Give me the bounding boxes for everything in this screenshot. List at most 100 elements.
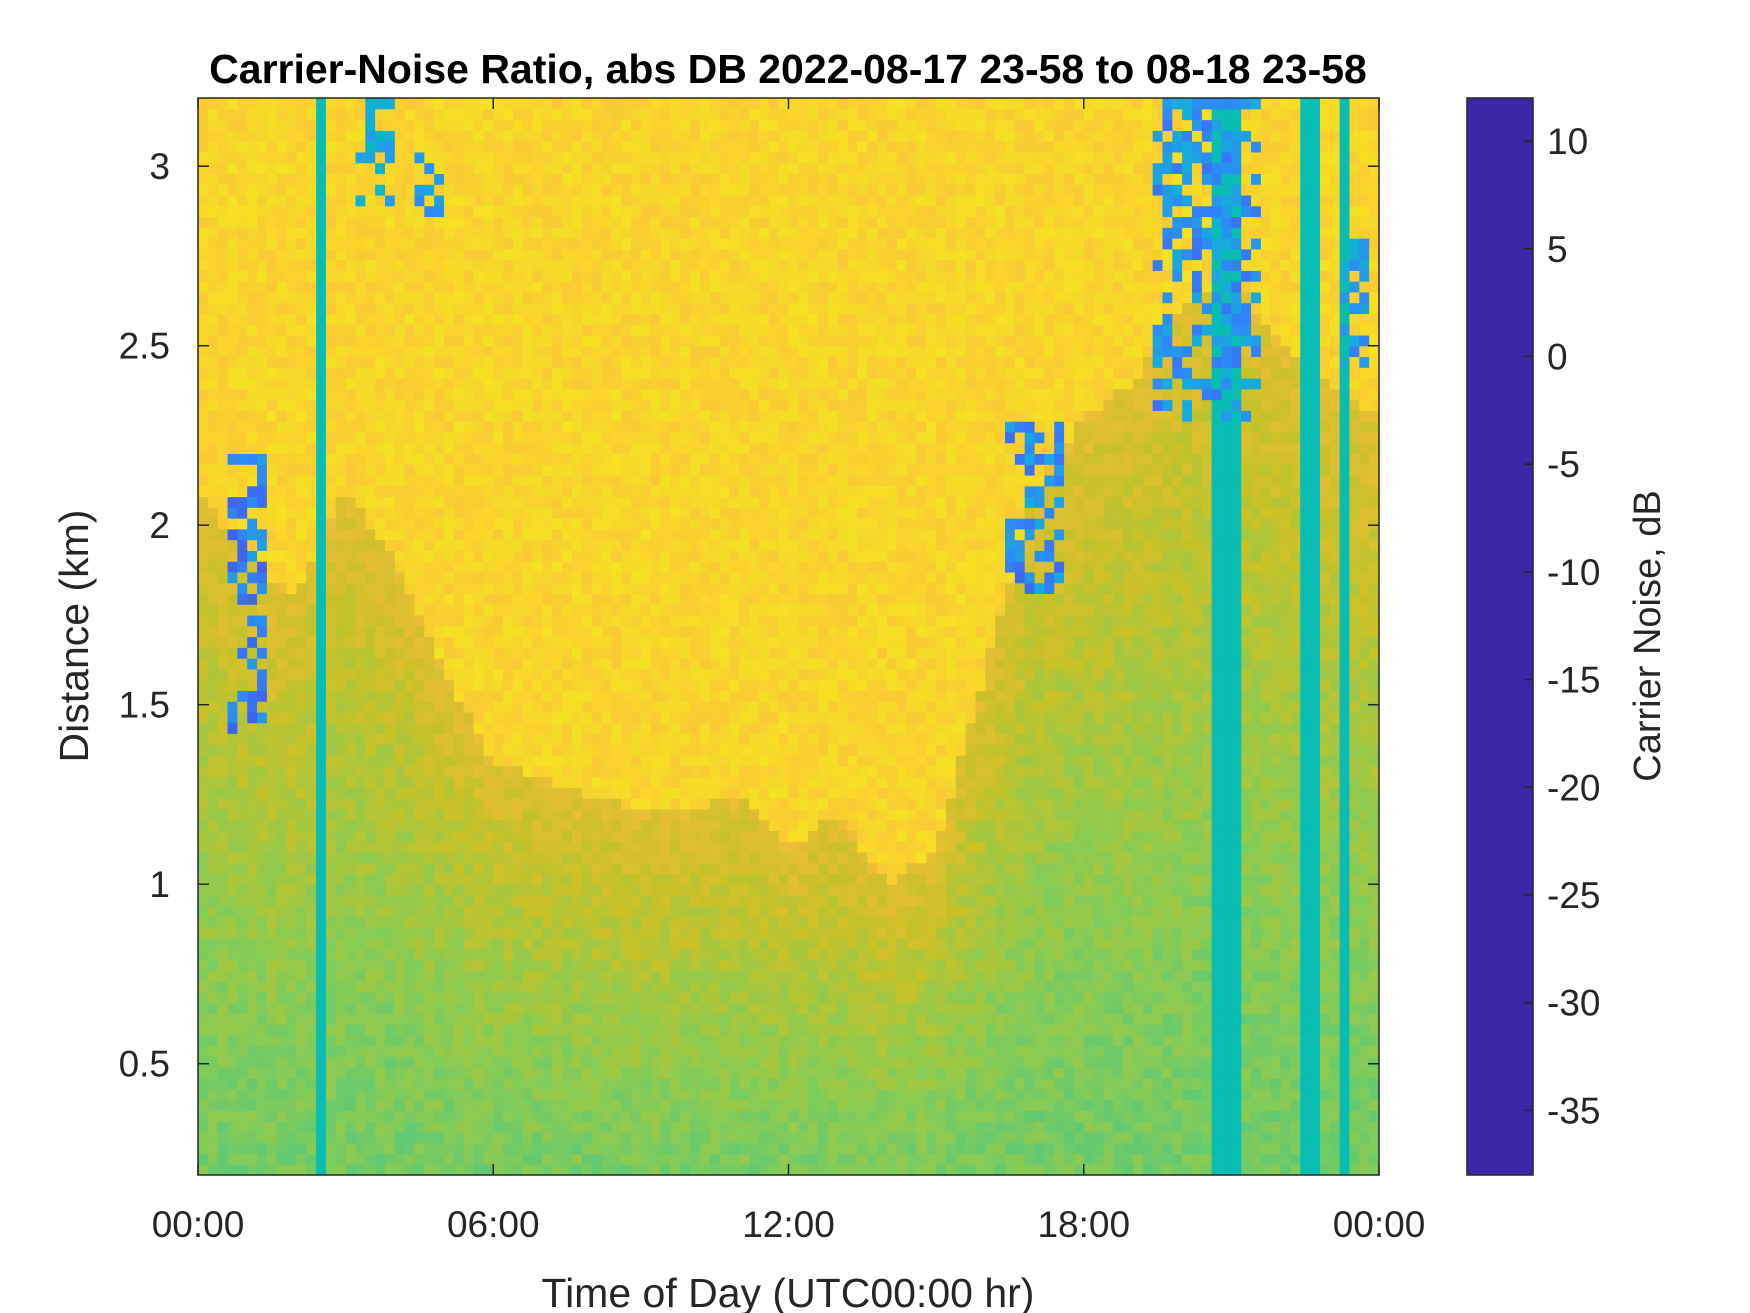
heatmap-cell bbox=[394, 367, 406, 379]
heatmap-cell bbox=[424, 625, 435, 638]
heatmap-cell bbox=[581, 259, 593, 271]
heatmap-cell bbox=[365, 356, 376, 368]
heatmap-cell bbox=[493, 862, 504, 875]
heatmap-cell bbox=[198, 345, 209, 358]
heatmap-cell bbox=[276, 668, 288, 681]
heatmap-cell bbox=[473, 625, 485, 638]
heatmap-cell bbox=[493, 1078, 504, 1090]
heatmap-cell bbox=[306, 1078, 317, 1090]
heatmap-cell bbox=[631, 679, 642, 691]
heatmap-cell bbox=[375, 119, 386, 131]
heatmap-cell bbox=[483, 1013, 494, 1025]
heatmap-cell bbox=[680, 1013, 691, 1025]
heatmap-cell bbox=[640, 356, 652, 368]
heatmap-cell bbox=[335, 205, 347, 218]
heatmap-cell bbox=[660, 701, 671, 713]
heatmap-cell bbox=[424, 378, 435, 390]
heatmap-cell bbox=[601, 194, 612, 207]
heatmap-cell bbox=[424, 894, 435, 907]
heatmap-cell bbox=[365, 873, 376, 885]
heatmap-cell bbox=[463, 302, 475, 314]
heatmap-cell bbox=[591, 776, 603, 788]
heatmap-cell bbox=[325, 905, 337, 918]
heatmap-cell bbox=[335, 184, 347, 196]
heatmap-cell bbox=[670, 1067, 681, 1079]
heatmap-cell bbox=[453, 1002, 465, 1015]
heatmap-cell bbox=[532, 334, 544, 347]
heatmap-cell bbox=[247, 1164, 258, 1175]
heatmap-cell bbox=[257, 378, 268, 390]
heatmap-cell bbox=[227, 399, 238, 411]
heatmap-cell bbox=[532, 259, 544, 271]
heatmap-cell bbox=[198, 270, 209, 282]
heatmap-cell bbox=[444, 141, 455, 153]
heatmap-cell bbox=[276, 205, 288, 218]
heatmap-cell bbox=[660, 636, 671, 648]
heatmap-cell bbox=[493, 485, 504, 498]
heatmap-cell bbox=[571, 916, 583, 928]
heatmap-cell bbox=[375, 647, 386, 659]
heatmap-cell bbox=[562, 593, 573, 605]
heatmap-cell bbox=[257, 1153, 268, 1165]
heatmap-cell bbox=[680, 830, 691, 842]
heatmap-cell bbox=[542, 184, 553, 196]
heatmap-cell bbox=[247, 841, 258, 853]
heatmap-cell bbox=[621, 798, 632, 810]
heatmap-cell bbox=[394, 1002, 406, 1015]
heatmap-cell bbox=[198, 625, 209, 638]
heatmap-cell bbox=[247, 464, 258, 476]
heatmap-cell bbox=[286, 894, 298, 907]
heatmap-cell bbox=[453, 518, 465, 530]
heatmap-cell bbox=[316, 1034, 327, 1047]
heatmap-cell bbox=[542, 173, 553, 185]
heatmap-cell bbox=[286, 1024, 298, 1036]
heatmap-cell bbox=[483, 464, 494, 476]
heatmap-cell bbox=[631, 345, 642, 358]
heatmap-cell bbox=[463, 119, 475, 131]
heatmap-cell bbox=[552, 959, 563, 971]
heatmap-cell bbox=[355, 776, 366, 788]
heatmap-cell bbox=[581, 647, 593, 659]
heatmap-cell bbox=[611, 1142, 622, 1155]
heatmap-cell bbox=[542, 1024, 553, 1036]
heatmap-cell bbox=[473, 205, 485, 218]
heatmap-cell bbox=[503, 474, 514, 487]
heatmap-cell bbox=[237, 862, 248, 875]
heatmap-cell bbox=[247, 474, 258, 487]
heatmap-cell bbox=[375, 205, 386, 218]
heatmap-cell bbox=[247, 744, 258, 756]
heatmap-cell bbox=[384, 324, 396, 336]
heatmap-cell bbox=[355, 281, 366, 293]
heatmap-cell bbox=[237, 291, 248, 304]
heatmap-cell bbox=[227, 819, 238, 831]
heatmap-cell bbox=[453, 1045, 465, 1058]
heatmap-cell bbox=[581, 410, 593, 422]
heatmap-cell bbox=[247, 604, 258, 616]
heatmap-cell bbox=[571, 151, 583, 164]
heatmap-cell bbox=[581, 151, 593, 164]
heatmap-cell bbox=[493, 884, 504, 896]
heatmap-cell bbox=[631, 496, 642, 508]
heatmap-cell bbox=[532, 442, 544, 455]
heatmap-cell bbox=[463, 722, 475, 735]
heatmap-cell bbox=[493, 539, 504, 551]
heatmap-cell bbox=[335, 453, 347, 465]
heatmap-cell bbox=[227, 841, 238, 853]
heatmap-cell bbox=[512, 173, 524, 185]
heatmap-cell bbox=[571, 938, 583, 950]
heatmap-cell bbox=[503, 938, 514, 950]
heatmap-cell bbox=[316, 227, 327, 239]
heatmap-cell bbox=[473, 841, 485, 853]
heatmap-cell bbox=[306, 227, 317, 239]
heatmap-cell bbox=[621, 98, 632, 110]
heatmap-cell bbox=[375, 884, 386, 896]
heatmap-cell bbox=[237, 410, 248, 422]
heatmap-cell bbox=[581, 108, 593, 121]
heatmap-cell bbox=[384, 668, 396, 681]
heatmap-cell bbox=[335, 916, 347, 928]
heatmap-cell bbox=[355, 421, 366, 433]
heatmap-cell bbox=[198, 754, 209, 767]
heatmap-cell bbox=[473, 324, 485, 336]
heatmap-cell bbox=[365, 981, 376, 993]
heatmap-cell bbox=[601, 507, 612, 519]
